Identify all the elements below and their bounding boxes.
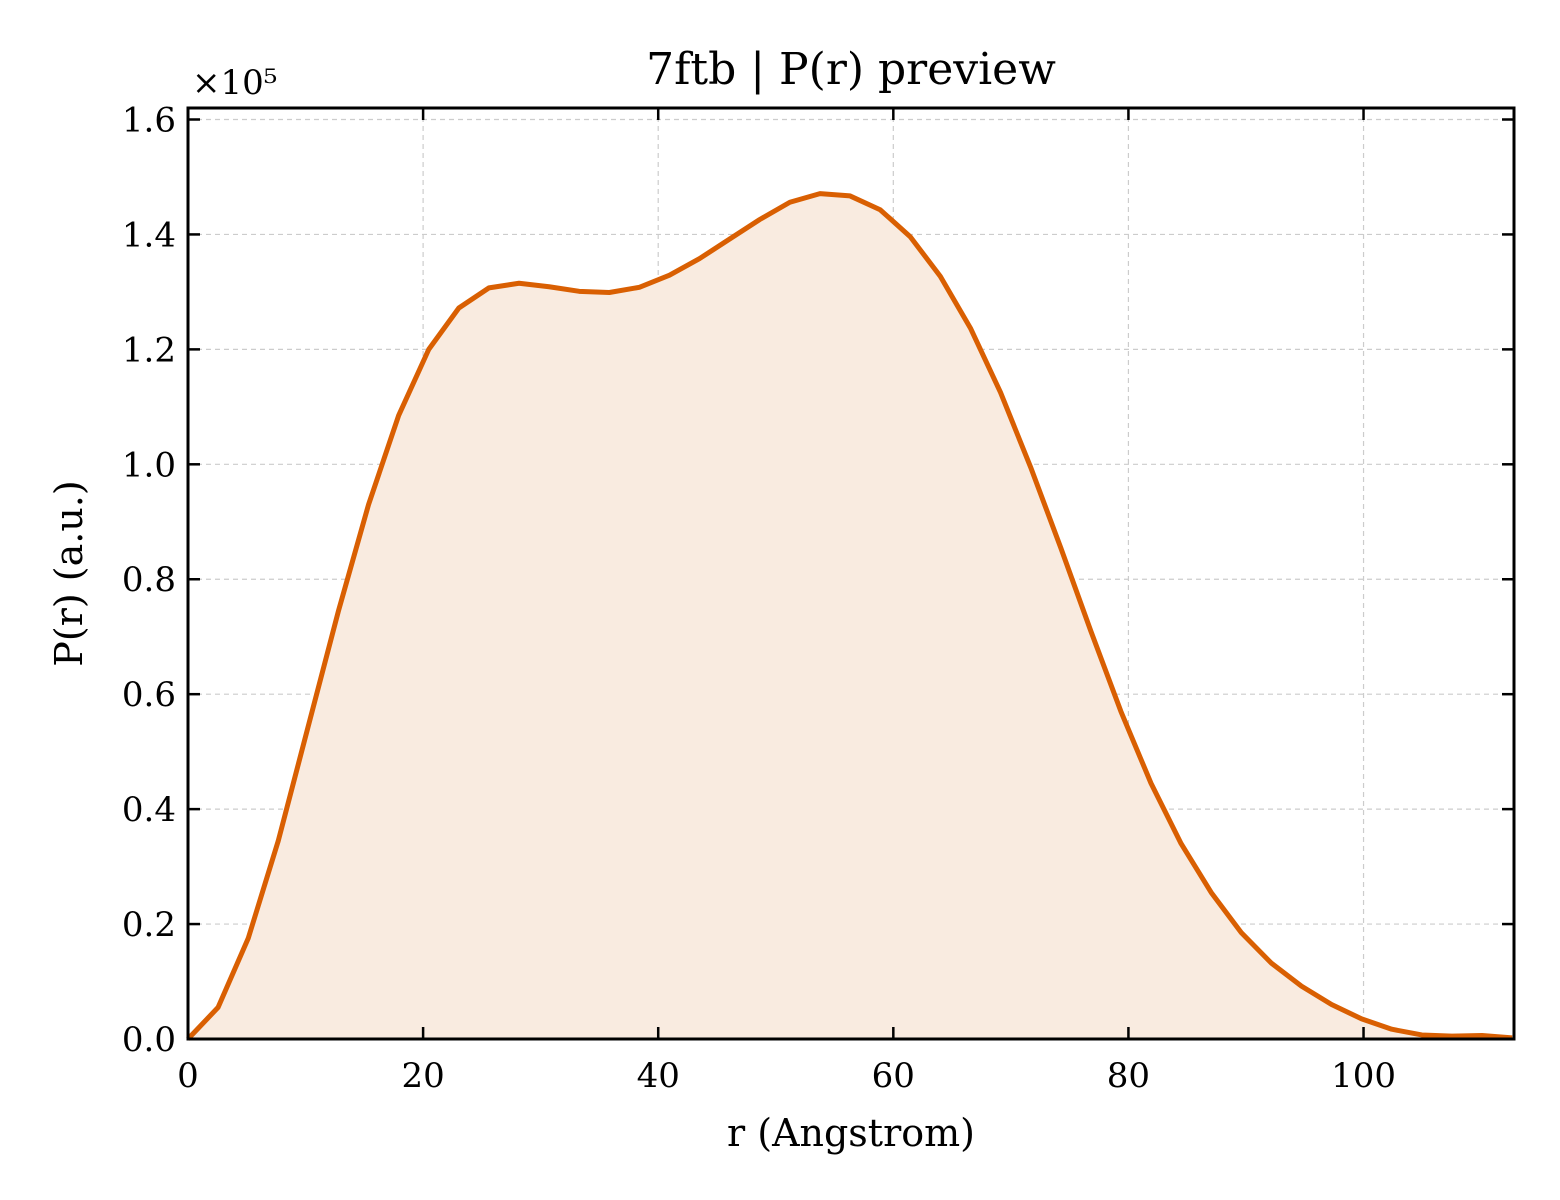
x-axis-label: r (Angstrom) — [727, 1111, 975, 1155]
pr-series-line — [186, 191, 1513, 1041]
x-tick-label: 20 — [401, 1056, 444, 1096]
y-tick-label: 0.4 — [122, 790, 176, 830]
y-tick-label: 0.8 — [122, 560, 176, 600]
y-tick-label: 0.0 — [122, 1020, 176, 1060]
x-tick-label: 0 — [177, 1056, 199, 1096]
y-offset-label: ×10⁵ — [192, 63, 277, 103]
plot-frame — [186, 106, 1516, 1041]
chart-title: 7ftb | P(r) preview — [646, 44, 1056, 95]
x-axis-ticks: 0 20 40 60 80 100 — [177, 108, 1396, 1096]
x-tick-label: 60 — [872, 1056, 915, 1096]
y-tick-label: 1.0 — [122, 445, 176, 485]
x-tick-label: 40 — [637, 1056, 680, 1096]
y-axis-label: P(r) (a.u.) — [47, 480, 91, 666]
x-tick-label: 100 — [1331, 1056, 1396, 1096]
y-tick-label: 1.6 — [122, 100, 176, 140]
y-axis-ticks: 0.0 0.2 0.4 0.6 0.8 1.0 1.2 1.4 1.6 — [122, 100, 1514, 1060]
y-tick-label: 1.4 — [122, 215, 176, 255]
y-tick-label: 1.2 — [122, 330, 176, 370]
x-tick-label: 80 — [1107, 1056, 1150, 1096]
y-tick-label: 0.2 — [122, 905, 176, 945]
y-tick-label: 0.6 — [122, 675, 176, 715]
pr-area-fill — [188, 193, 1513, 1039]
